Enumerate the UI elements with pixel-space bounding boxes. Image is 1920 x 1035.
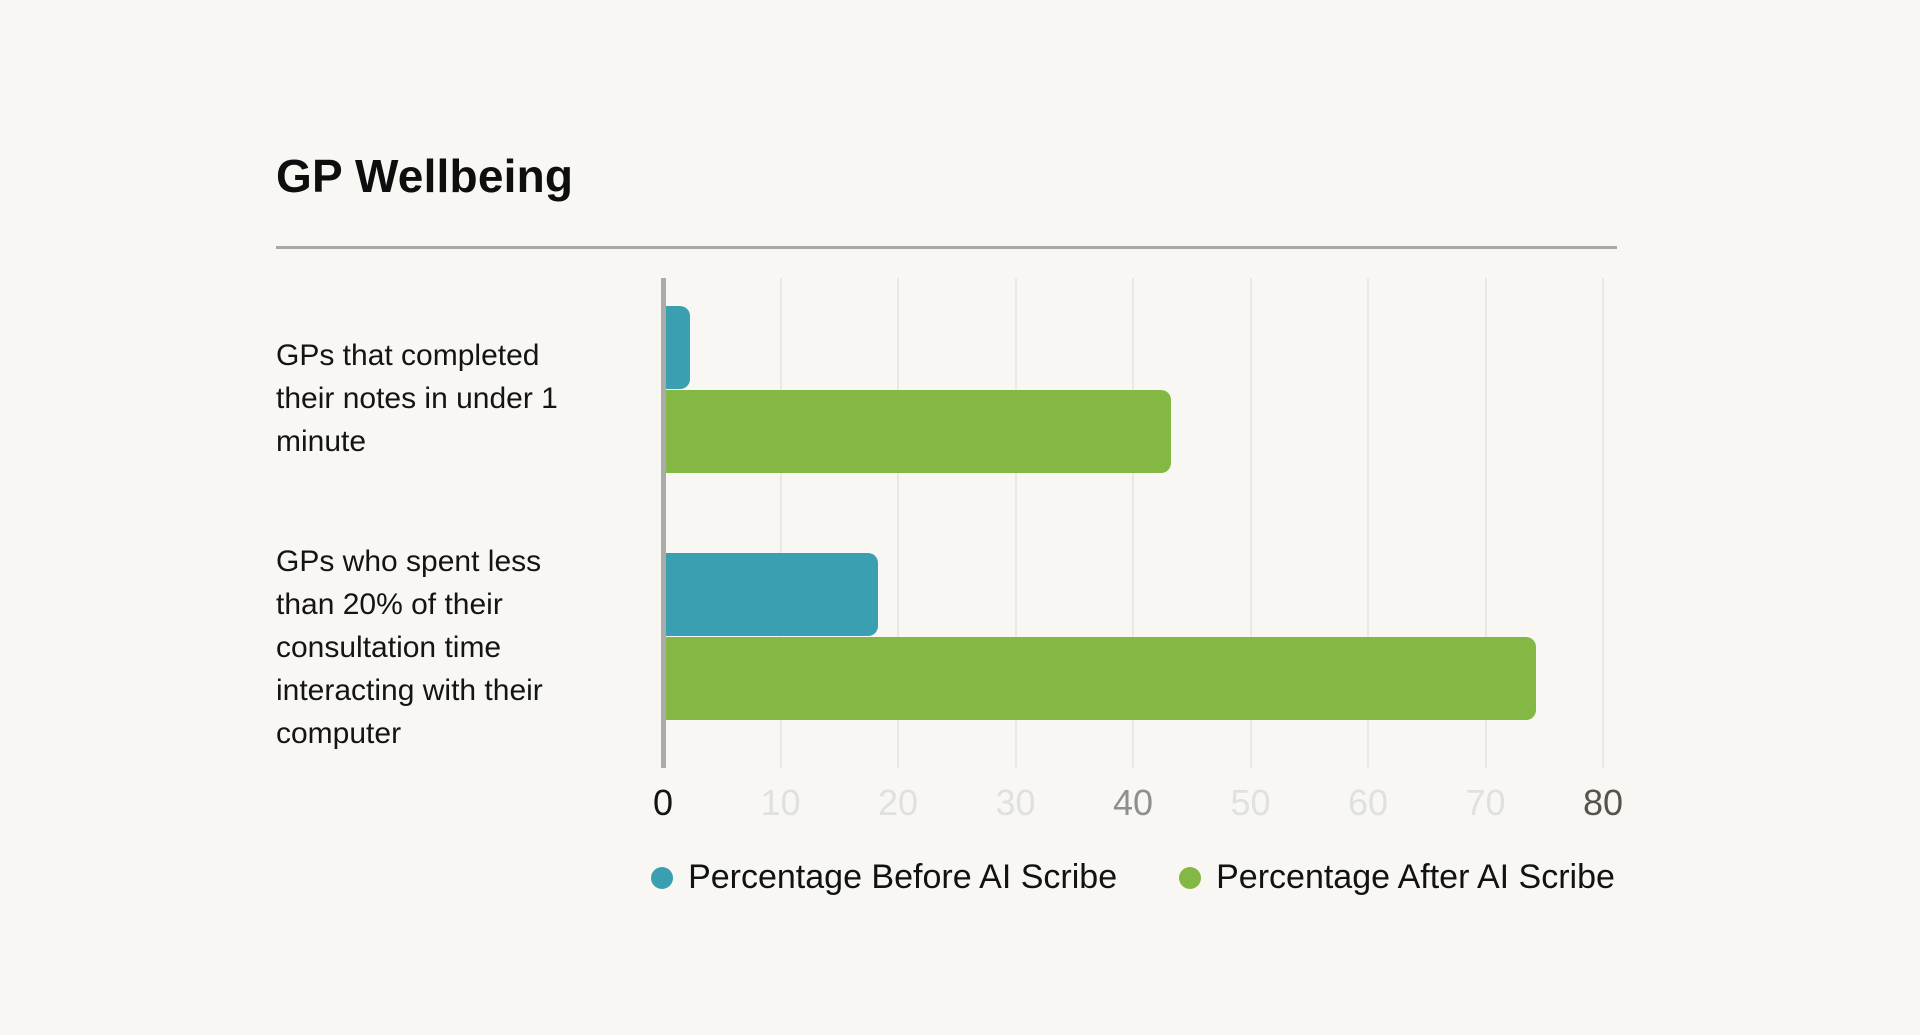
bar-after-cat1 [666, 390, 1172, 473]
y-axis-line [660, 278, 666, 768]
legend-dot-icon [651, 866, 674, 889]
bar-after-cat2 [666, 637, 1536, 720]
gridline [1484, 278, 1487, 768]
gridline [1367, 278, 1369, 768]
legend-item-before: Percentage Before AI Scribe [651, 858, 1117, 897]
gridline [897, 278, 899, 768]
category-label-2: GPs who spent less than 20% of their con… [276, 545, 543, 750]
gridline [779, 278, 782, 768]
x-tick-label-80: 80 [1582, 782, 1624, 823]
x-tick-label-30: 30 [995, 782, 1036, 823]
legend-item-after: Percentage After AI Scribe [1179, 858, 1615, 897]
gridline [1602, 278, 1604, 768]
bar-before-cat2 [666, 553, 878, 636]
x-tick-label-10: 10 [760, 782, 801, 823]
x-tick-label-40: 40 [1112, 782, 1154, 823]
legend-label: Percentage After AI Scribe [1216, 858, 1615, 896]
x-tick-label-20: 20 [877, 782, 919, 823]
category-label-1: GPs that completed their notes in under … [276, 339, 558, 458]
x-axis-tick-labels: 0 10 20 30 40 50 60 70 80 [653, 782, 1623, 829]
gridline [1014, 278, 1017, 768]
x-tick-label-0: 0 [652, 782, 674, 823]
gridline [1249, 278, 1252, 768]
gridline [1132, 278, 1134, 768]
bar-before-cat1 [666, 306, 690, 389]
x-tick-label-50: 50 [1230, 782, 1271, 823]
x-tick-label-70: 70 [1465, 782, 1506, 823]
legend-dot-icon [1179, 866, 1202, 889]
legend: Percentage Before AI Scribe Percentage Af… [651, 858, 1615, 897]
x-tick-label-60: 60 [1347, 782, 1389, 823]
page-title: GP Wellbeing [276, 150, 574, 202]
title-divider [276, 246, 1617, 249]
legend-label: Percentage Before AI Scribe [688, 858, 1118, 896]
plot-area [660, 278, 1604, 768]
